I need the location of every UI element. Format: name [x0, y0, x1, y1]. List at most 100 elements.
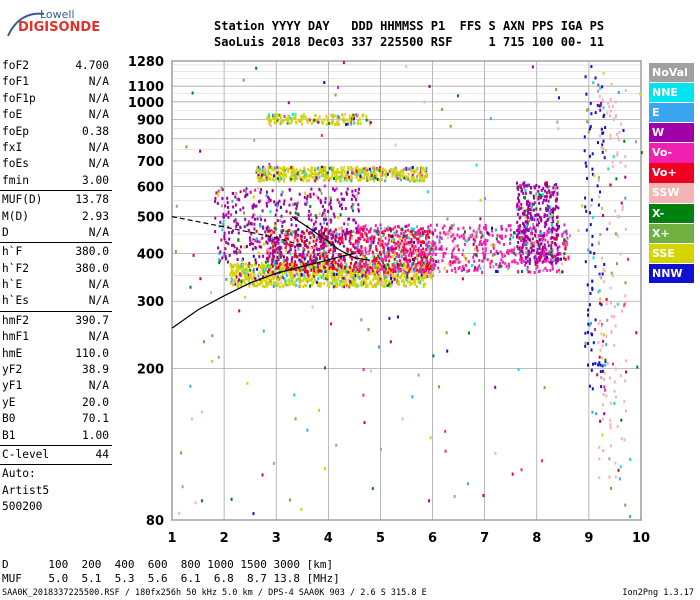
scatter-point [255, 261, 258, 265]
param-value: 390.7 [75, 313, 109, 327]
scatter-point [289, 275, 292, 279]
scatter-point [273, 263, 276, 267]
scatter-point [259, 173, 262, 177]
scatter-point [309, 169, 312, 173]
scatter-point [267, 166, 270, 170]
scatter-point [519, 183, 522, 187]
scatter-point [261, 271, 264, 275]
scatter-point [376, 168, 379, 172]
auto-text: Auto: [2, 467, 36, 481]
scatter-point [609, 133, 612, 137]
scatter-point [343, 197, 346, 201]
scatter-point [345, 231, 348, 235]
scatter-point [553, 190, 556, 194]
scatter-point [499, 264, 502, 268]
scatter-point [450, 234, 453, 238]
scatter-point [424, 254, 427, 258]
scatter-point [334, 249, 337, 252]
stray-point [259, 223, 262, 227]
scatter-point [350, 174, 353, 178]
scatter-point [549, 237, 552, 240]
scatter-point [337, 276, 340, 279]
scatter-point [591, 286, 594, 290]
scatter-point [274, 226, 277, 230]
scatter-point [608, 376, 611, 380]
scatter-point [380, 255, 382, 259]
scatter-point [518, 224, 521, 228]
scatter-point [414, 270, 416, 274]
scatter-point [303, 277, 306, 281]
scatter-point [456, 244, 459, 248]
scatter-point [357, 240, 360, 244]
scatter-point [378, 166, 381, 170]
stray-point [468, 331, 470, 335]
scatter-point [416, 263, 419, 267]
scatter-point [338, 171, 341, 175]
scatter-point [396, 265, 399, 268]
scatter-point [285, 259, 288, 263]
scatter-point [244, 217, 247, 221]
scatter-point [365, 234, 368, 238]
y-tick-label: 300 [137, 295, 164, 310]
scatter-point [270, 272, 273, 276]
scatter-point [245, 187, 248, 191]
scatter-point [233, 250, 236, 254]
scatter-point [465, 258, 468, 262]
scatter-point [589, 250, 592, 254]
scatter-point [333, 276, 336, 280]
scatter-point [301, 252, 304, 256]
scatter-point [293, 274, 296, 278]
scatter-point [610, 271, 613, 275]
scatter-point [294, 232, 297, 236]
scatter-point [341, 269, 344, 273]
scatter-point [363, 176, 365, 180]
scatter-point [327, 176, 330, 180]
scatter-point [587, 308, 590, 312]
scatter-point [523, 196, 526, 199]
scatter-point [254, 217, 256, 221]
scatter-point [372, 237, 375, 241]
scatter-point [557, 252, 560, 256]
scatter-point [388, 282, 391, 286]
scatter-point [530, 250, 533, 254]
scatter-point [384, 242, 387, 246]
scatter-point [515, 204, 518, 208]
scatter-point [375, 247, 378, 251]
scatter-point [266, 282, 268, 285]
scatter-point [321, 204, 324, 208]
scatter-point [344, 235, 347, 239]
scatter-point [612, 118, 615, 121]
scatter-point [591, 172, 594, 176]
scatter-point [411, 263, 414, 267]
scatter-point [318, 171, 321, 175]
scatter-point [259, 215, 262, 219]
scatter-point [276, 204, 279, 208]
scatter-point [586, 108, 589, 112]
scatter-point [544, 238, 547, 242]
scatter-point [611, 104, 614, 108]
header-line1: Station YYYY DAY DDD HHMMSS P1 FFS S AXN… [214, 19, 605, 33]
scatter-point [461, 253, 464, 257]
scatter-point [534, 240, 537, 244]
scatter-point [291, 262, 294, 266]
scatter-point [524, 220, 527, 224]
scatter-point [550, 244, 553, 248]
scatter-point [236, 265, 238, 269]
scatter-point [314, 278, 316, 282]
scatter-point [548, 215, 551, 219]
scatter-point [260, 280, 263, 284]
scatter-point [407, 242, 410, 246]
scatter-point [276, 165, 279, 169]
scatter-point [358, 168, 361, 172]
logo-top-text: Lowell [40, 8, 75, 21]
scatter-point [357, 203, 360, 207]
scatter-point [430, 276, 433, 280]
scatter-point [313, 118, 316, 122]
stray-point [629, 515, 631, 518]
scatter-point [268, 265, 271, 269]
scatter-point [277, 263, 280, 266]
scatter-point [274, 203, 277, 207]
scatter-point [383, 250, 386, 254]
scatter-point [386, 243, 389, 247]
scatter-point [526, 235, 528, 239]
